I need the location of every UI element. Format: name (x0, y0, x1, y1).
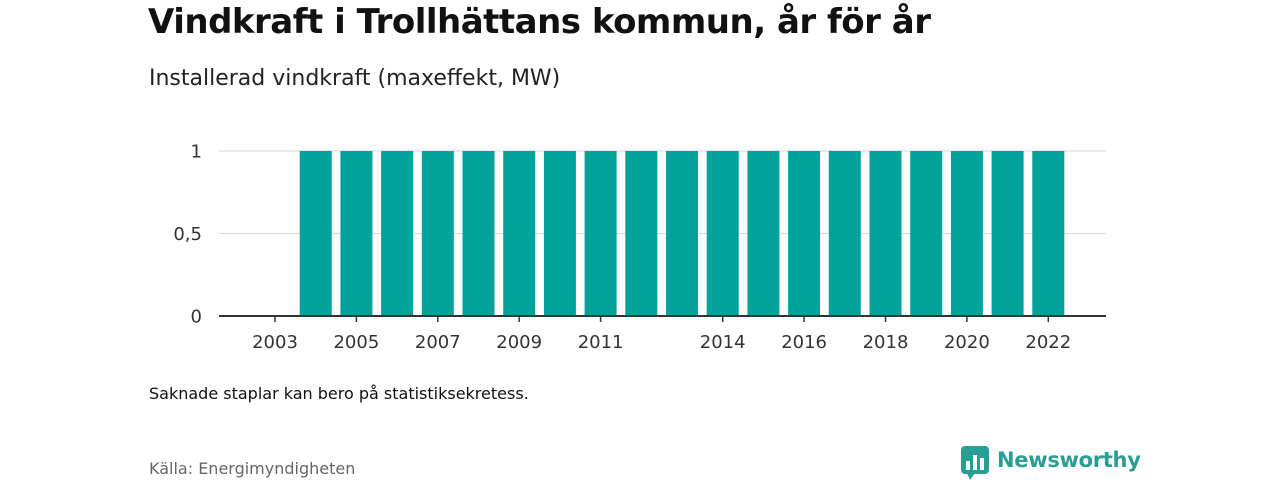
x-tick-label: 2016 (781, 332, 827, 353)
bar-2021 (991, 151, 1024, 316)
chart-title: Vindkraft i Trollhättans kommun, år för … (148, 2, 931, 42)
x-tick-label: 2007 (415, 332, 461, 353)
tick-labels: 0 0,5 1 2003 2005 2007 2009 2011 2014 2016 2018 202… (173, 142, 1071, 354)
x-tick-label: 2003 (252, 332, 298, 353)
axes (219, 315, 1106, 322)
bar-chart: 0 0,5 1 2003 2005 2007 2009 2011 2014 2016 2018 202… (173, 142, 1106, 354)
source-text: Källa: Energimyndigheten (149, 459, 356, 478)
bar-2008 (462, 151, 495, 316)
x-tick-label: 2018 (863, 332, 909, 353)
chart-subtitle: Installerad vindkraft (maxeffekt, MW) (149, 66, 561, 91)
bar-2022 (1032, 151, 1065, 316)
x-tick-label: 2009 (496, 332, 542, 353)
bar-2016 (788, 151, 821, 316)
y-tick-label: 1 (191, 142, 202, 163)
x-tick-label: 2011 (578, 332, 624, 353)
bar-2012 (625, 151, 658, 316)
bar-2009 (503, 151, 536, 316)
bar-2014 (706, 151, 739, 316)
bar-2018 (869, 151, 902, 316)
bars (299, 151, 1065, 316)
bar-2007 (421, 151, 454, 316)
bar-2005 (340, 151, 373, 316)
chart-note: Saknade staplar kan bero på statistiksek… (149, 384, 529, 403)
bar-2019 (910, 151, 943, 316)
bar-2017 (828, 151, 861, 316)
bar-2006 (381, 151, 414, 316)
y-tick-label: 0 (191, 307, 202, 328)
x-tick-label: 2020 (944, 332, 990, 353)
newsworthy-logo-icon (961, 446, 989, 480)
bar-2015 (747, 151, 780, 316)
bar-2010 (543, 151, 576, 316)
newsworthy-logo: Newsworthy (961, 446, 1141, 480)
brand-name: Newsworthy (997, 448, 1141, 472)
x-tick-label: 2005 (333, 332, 379, 353)
bar-2013 (666, 151, 698, 316)
bar-2011 (584, 151, 617, 316)
y-tick-label: 0,5 (173, 224, 202, 245)
bar-2020 (950, 151, 983, 316)
bar-2004 (299, 151, 332, 316)
x-tick-label: 2014 (700, 332, 746, 353)
x-tick-label: 2022 (1025, 332, 1071, 353)
